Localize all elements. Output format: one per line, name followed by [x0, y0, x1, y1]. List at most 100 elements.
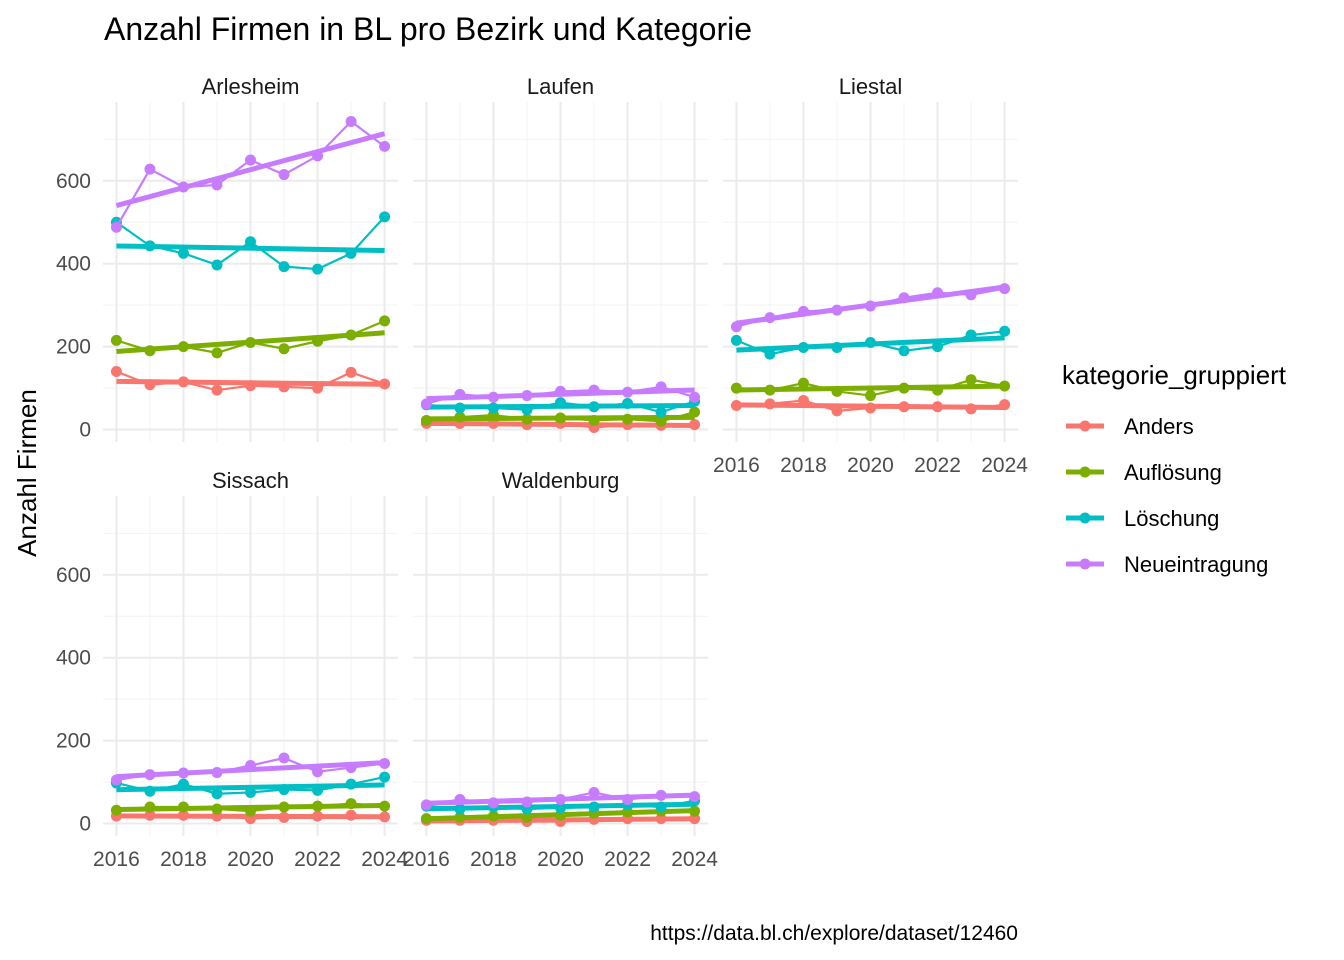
data-point-anders-2021 [278, 811, 290, 823]
data-point-aufloesung-2024 [689, 805, 701, 817]
data-point-neueintragung-2018 [487, 797, 499, 809]
data-point-neueintragung-2022 [622, 794, 634, 806]
data-point-neueintragung-2018 [177, 181, 189, 193]
legend-key-point [1079, 558, 1091, 570]
data-point-aufloesung-2016 [420, 414, 432, 426]
data-point-anders-2022 [312, 810, 324, 822]
data-point-loeschung-2022 [312, 263, 324, 275]
data-point-anders-2020 [865, 402, 876, 414]
legend-key-point [1079, 512, 1091, 524]
series-liestal-loeschung [730, 325, 1011, 360]
data-point-loeschung-2021 [898, 345, 910, 357]
data-point-loeschung-2024 [999, 325, 1011, 337]
data-point-neueintragung-2023 [655, 381, 667, 393]
series-arlesheim-aufloesung [110, 315, 391, 359]
data-point-neueintragung-2021 [278, 752, 290, 764]
data-point-loeschung-2020 [245, 236, 256, 248]
data-point-neueintragung-2016 [110, 221, 122, 233]
data-point-neueintragung-2024 [379, 757, 391, 769]
data-point-neueintragung-2020 [245, 760, 256, 772]
data-point-anders-2024 [999, 399, 1011, 411]
trend-line-loeschung [116, 243, 385, 253]
data-point-anders-2018 [797, 395, 809, 407]
panel-sissach: Sissach 0 200 400 600 2016 2018 2020 2022 2024 [56, 468, 408, 871]
data-point-neueintragung-2018 [177, 767, 189, 779]
data-point-loeschung-2019 [521, 404, 533, 416]
legend-title: kategorie_gruppiert [1062, 360, 1287, 390]
x-tick-label: 2022 [914, 454, 961, 477]
y-tick-label: 600 [56, 170, 91, 193]
data-point-loeschung-2021 [588, 401, 600, 413]
x-tick-label: 2022 [604, 848, 651, 871]
data-point-loeschung-2021 [278, 784, 290, 796]
trend-line-aufloesung [736, 383, 1005, 393]
data-point-anders-2024 [379, 378, 391, 390]
data-point-loeschung-2017 [144, 785, 156, 797]
data-point-neueintragung-2024 [999, 283, 1011, 295]
data-point-aufloesung-2017 [144, 801, 156, 813]
data-point-neueintragung-2021 [278, 169, 290, 181]
data-point-aufloesung-2016 [730, 382, 742, 394]
data-point-neueintragung-2023 [345, 115, 357, 127]
trend-line-neueintragung [115, 131, 386, 208]
panel-title-laufen: Laufen [527, 74, 594, 99]
x-tick-label: 2020 [847, 454, 894, 477]
data-point-loeschung-2018 [177, 778, 189, 790]
data-point-neueintragung-2017 [454, 388, 466, 400]
data-point-aufloesung-2017 [144, 345, 156, 357]
legend-item-anders: Anders [1066, 414, 1194, 439]
data-point-anders-2023 [345, 809, 357, 821]
data-point-loeschung-2022 [312, 784, 324, 796]
data-point-aufloesung-2016 [110, 804, 122, 816]
data-point-neueintragung-2021 [898, 292, 910, 304]
legend-items: Anders Auflösung Löschung Neueintragung [1066, 414, 1268, 577]
x-tick-label: 2022 [294, 848, 341, 871]
y-axis-label: Anzahl Firmen [12, 389, 42, 557]
data-point-aufloesung-2024 [379, 315, 391, 327]
data-point-loeschung-2018 [177, 247, 189, 259]
data-point-neueintragung-2017 [144, 769, 156, 781]
legend-key-point [1079, 420, 1091, 432]
chart-title: Anzahl Firmen in BL pro Bezirk und Kateg… [104, 11, 752, 47]
panel-title-sissach: Sissach [212, 468, 289, 493]
data-point-neueintragung-2023 [345, 762, 357, 774]
data-point-aufloesung-2024 [689, 406, 701, 418]
series-arlesheim-loeschung [110, 211, 391, 275]
data-point-aufloesung-2019 [831, 385, 843, 397]
data-point-loeschung-2023 [655, 406, 667, 418]
y-tick-label: 400 [56, 647, 91, 670]
data-point-aufloesung-2022 [312, 335, 324, 347]
data-point-aufloesung-2023 [655, 415, 667, 427]
data-point-loeschung-2020 [865, 336, 876, 348]
data-point-loeschung-2022 [622, 397, 634, 409]
data-point-loeschung-2023 [345, 247, 357, 259]
series-sissach-neueintragung [110, 752, 391, 786]
data-point-aufloesung-2022 [932, 384, 944, 396]
data-point-neueintragung-2022 [932, 287, 944, 299]
data-point-anders-2023 [345, 366, 357, 378]
data-point-aufloesung-2024 [999, 380, 1011, 392]
data-point-aufloesung-2020 [555, 412, 566, 424]
y-tick-label: 600 [56, 564, 91, 587]
data-point-neueintragung-2023 [965, 289, 977, 301]
x-tick-label: 2024 [671, 848, 718, 871]
data-point-neueintragung-2019 [831, 304, 843, 316]
panel-arlesheim: Arlesheim 0 200 400 600 [56, 74, 398, 442]
x-tick-label: 2024 [981, 454, 1028, 477]
data-point-neueintragung-2018 [797, 305, 809, 317]
data-point-neueintragung-2020 [245, 154, 256, 166]
x-tick-label: 2016 [713, 454, 760, 477]
data-point-neueintragung-2016 [730, 321, 742, 333]
data-point-loeschung-2019 [831, 341, 843, 353]
x-tick-label: 2018 [470, 848, 517, 871]
data-point-anders-2020 [245, 380, 256, 392]
data-point-aufloesung-2019 [211, 347, 223, 359]
data-point-loeschung-2017 [764, 348, 776, 360]
series-laufen-aufloesung [420, 406, 701, 427]
data-point-neueintragung-2022 [312, 150, 324, 162]
data-point-aufloesung-2023 [345, 329, 357, 341]
panel-liestal: Liestal 2016 2018 2020 2022 2024 [713, 74, 1028, 477]
data-point-anders-2018 [177, 376, 189, 388]
data-point-aufloesung-2019 [521, 413, 533, 425]
data-point-aufloesung-2022 [622, 413, 634, 425]
